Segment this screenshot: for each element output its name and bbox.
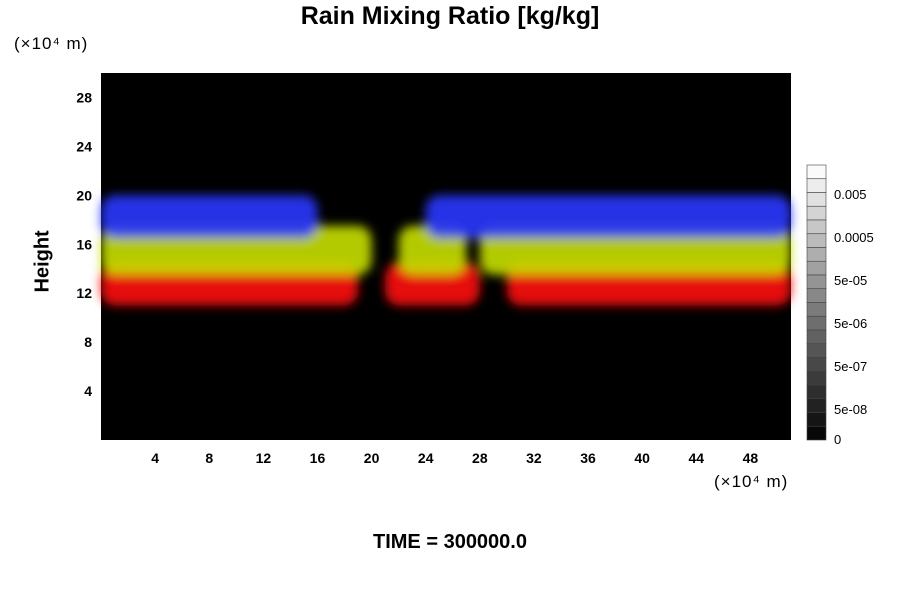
colorbar-tick-label: 5e-05 [834, 273, 867, 288]
x-tick-label: 4 [151, 450, 159, 466]
colorbar-cell [806, 164, 827, 180]
colorbar-cell [806, 329, 827, 345]
rain-band-segment [479, 225, 791, 275]
colorbar-cell [806, 192, 827, 207]
rain-band-segment [101, 195, 318, 239]
colorbar-cell [806, 370, 827, 386]
x-tick-label: 16 [310, 450, 326, 466]
colorbar-tick-label: 5e-07 [834, 359, 867, 374]
colorbar-cell [806, 274, 827, 290]
colorbar-tick-label: 5e-06 [834, 316, 867, 331]
colorbar-tick-label: 0 [834, 432, 841, 447]
chart-title: Rain Mixing Ratio [kg/kg] [300, 2, 600, 30]
colorbar-cell [806, 302, 827, 317]
colorbar-tick-label: 5e-08 [834, 402, 867, 417]
y-tick-label: 12 [76, 285, 92, 301]
x-tick-label: 40 [634, 450, 650, 466]
x-tick-label: 28 [472, 450, 488, 466]
y-tick-label: 20 [76, 187, 92, 203]
x-tick-label: 8 [205, 450, 213, 466]
rain-band-segment [425, 195, 791, 239]
colorbar-cell [806, 343, 827, 358]
x-axis-unit: (×10⁴ m) [714, 472, 789, 491]
x-tick-label: 12 [256, 450, 272, 466]
colorbar-cell [806, 357, 827, 372]
time-label: TIME = 300000.0 [373, 531, 527, 553]
colorbar-cell [806, 178, 827, 193]
colorbar-cell [806, 315, 827, 331]
colorbar-cell [806, 219, 827, 235]
x-tick-label: 36 [580, 450, 596, 466]
y-axis-unit: (×10⁴ m) [14, 34, 89, 53]
rain-bands [101, 195, 791, 306]
x-tick-label: 32 [526, 450, 542, 466]
rain-band-segment [101, 225, 372, 275]
y-tick-label: 4 [84, 383, 92, 399]
colorbar-cell [806, 425, 827, 441]
colorbar-tick-label: 0.0005 [834, 230, 874, 245]
x-tick-label: 48 [743, 450, 759, 466]
y-tick-label: 8 [84, 334, 92, 350]
x-tick-label: 24 [418, 450, 434, 466]
y-tick-label: 24 [76, 138, 92, 154]
colorbar-cell [806, 412, 827, 427]
y-tick-label: 16 [76, 236, 92, 252]
colorbar-cell [806, 233, 827, 248]
colorbar-cell [806, 247, 827, 262]
colorbar: 0.005 0.0005 5e-05 5e-06 5e-07 5e-08 0 [806, 164, 874, 447]
x-tick-label: 44 [689, 450, 705, 466]
colorbar-cell [806, 398, 827, 413]
colorbar-cell [806, 205, 827, 221]
y-tick-label: 28 [76, 89, 92, 105]
x-axis-ticks: 4 8 12 16 20 24 28 32 36 40 44 48 [151, 450, 758, 466]
colorbar-cell [806, 384, 827, 400]
colorbar-cell [806, 260, 827, 276]
colorbar-tick-label: 0.005 [834, 187, 867, 202]
rain-band-segment [398, 225, 467, 275]
y-axis-ticks: 4 8 12 16 20 24 28 [76, 89, 92, 399]
x-tick-label: 20 [364, 450, 380, 466]
colorbar-cell [806, 288, 827, 303]
